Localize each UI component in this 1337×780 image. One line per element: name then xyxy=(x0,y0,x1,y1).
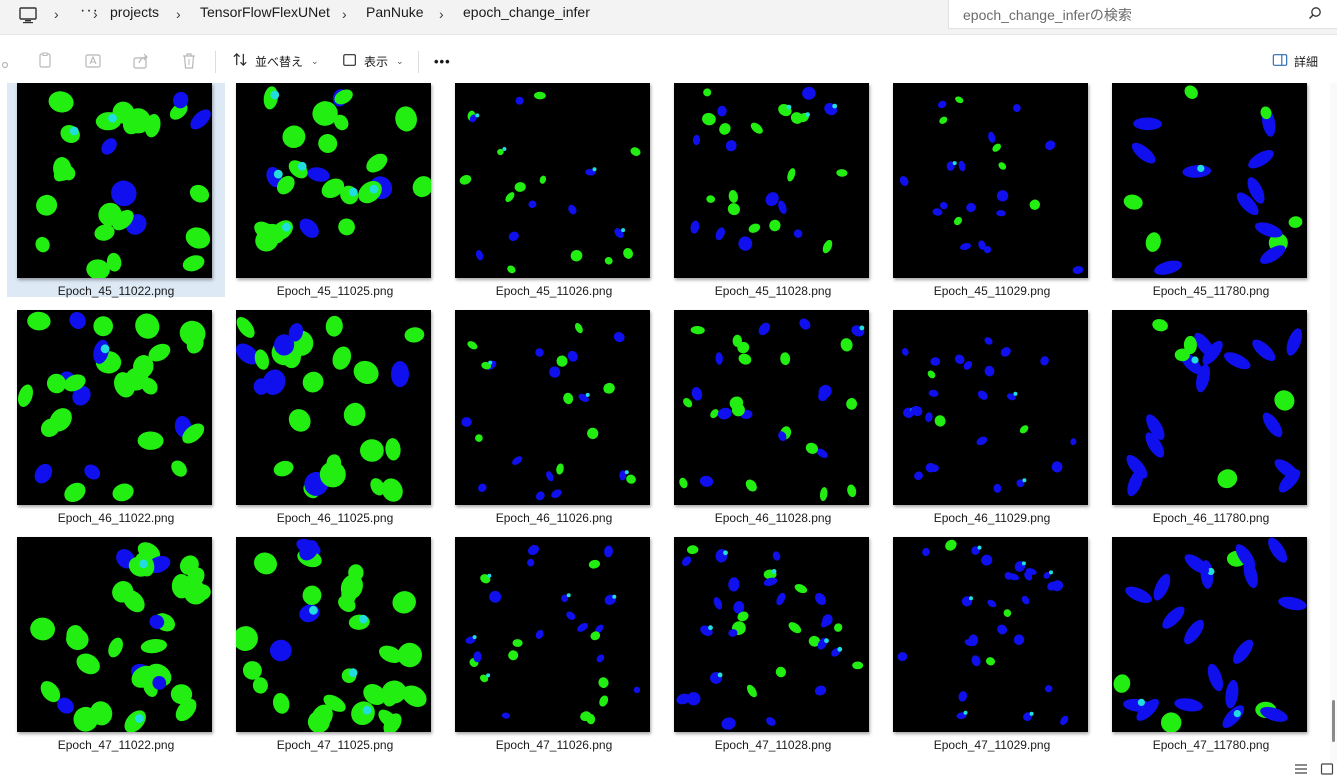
file-name-label: Epoch_45_11780.png xyxy=(1152,284,1270,298)
file-name-label: Epoch_47_11029.png xyxy=(933,738,1051,752)
image-thumbnail xyxy=(893,310,1088,505)
file-tile[interactable]: Epoch_45_11028.png xyxy=(664,83,882,298)
file-name-label: Epoch_47_11026.png xyxy=(495,738,613,752)
copy-icon[interactable] xyxy=(36,52,54,70)
image-thumbnail xyxy=(893,537,1088,732)
file-name-label: Epoch_45_11029.png xyxy=(933,284,1051,298)
scrollbar-thumb[interactable] xyxy=(1332,700,1335,742)
image-thumbnail xyxy=(455,83,650,278)
details-label: 詳細 xyxy=(1294,54,1319,69)
file-name-label: Epoch_46_11025.png xyxy=(276,511,394,525)
share-icon[interactable] xyxy=(132,52,150,70)
file-tile[interactable]: Epoch_47_11029.png xyxy=(883,530,1101,752)
file-name-label: Epoch_46_11028.png xyxy=(714,511,832,525)
view-label: 表示 xyxy=(364,54,389,69)
file-name-label: Epoch_47_11022.png xyxy=(57,738,175,752)
file-name-label: Epoch_46_11029.png xyxy=(933,511,1051,525)
chevron-right-icon[interactable]: › xyxy=(342,6,347,22)
breadcrumb-pannuke[interactable]: PanNuke xyxy=(366,4,424,20)
file-name-label: Epoch_45_11025.png xyxy=(276,284,394,298)
image-thumbnail xyxy=(1112,537,1307,732)
file-tile[interactable]: Epoch_47_11026.png xyxy=(445,530,663,752)
chevron-right-icon[interactable]: › xyxy=(176,6,181,22)
file-name-label: Epoch_45_11026.png xyxy=(495,284,613,298)
image-thumbnail xyxy=(17,83,212,278)
file-grid: Epoch_45_11022.png Epoch_45_11025.png Epoc… xyxy=(0,83,1330,776)
breadcrumb-projects[interactable]: projects xyxy=(110,4,160,20)
command-bar: 並べ替え ⌄ 表示 ⌄ ••• 詳細 xyxy=(0,35,1337,83)
search-icon[interactable] xyxy=(1308,6,1322,20)
image-thumbnail xyxy=(236,537,431,732)
file-tile[interactable]: Epoch_45_11780.png xyxy=(1102,83,1320,298)
search-input[interactable] xyxy=(961,4,1305,26)
file-tile[interactable]: Epoch_46_11022.png xyxy=(7,303,225,525)
file-name-label: Epoch_47_11028.png xyxy=(714,738,832,752)
details-view-icon[interactable] xyxy=(1294,762,1308,774)
file-name-label: Epoch_46_11026.png xyxy=(495,511,613,525)
search-box[interactable] xyxy=(948,0,1337,29)
image-thumbnail xyxy=(893,83,1088,278)
file-tile[interactable]: Epoch_47_11022.png xyxy=(7,530,225,752)
file-tile[interactable]: Epoch_45_11022.png xyxy=(7,83,225,298)
file-tile[interactable]: Epoch_47_11025.png xyxy=(226,530,444,752)
chevron-down-icon: ⌄ xyxy=(311,55,319,66)
large-icons-view-icon[interactable] xyxy=(1320,762,1334,775)
details-pane-icon xyxy=(1272,52,1288,71)
file-tile[interactable]: Epoch_46_11026.png xyxy=(445,303,663,525)
sort-label: 並べ替え xyxy=(255,54,304,69)
breadcrumb-overflow-button[interactable]: ··· xyxy=(80,2,99,19)
file-name-label: Epoch_45_11028.png xyxy=(714,284,832,298)
vertical-scrollbar[interactable] xyxy=(1330,83,1337,763)
delete-icon[interactable] xyxy=(180,52,198,70)
image-thumbnail xyxy=(1112,310,1307,505)
image-thumbnail xyxy=(674,310,869,505)
toolbar-divider xyxy=(215,51,216,73)
file-tile[interactable]: Epoch_47_11028.png xyxy=(664,530,882,752)
view-button[interactable]: 表示 ⌄ xyxy=(342,49,404,73)
file-tile[interactable]: Epoch_46_11029.png xyxy=(883,303,1101,525)
address-bar: › ··· › projects › TensorFlowFlexUNet › … xyxy=(0,0,1337,35)
file-tile[interactable]: Epoch_47_11780.png xyxy=(1102,530,1320,752)
more-options-button[interactable]: ••• xyxy=(434,49,451,73)
image-thumbnail xyxy=(455,310,650,505)
chevron-right-icon[interactable]: › xyxy=(93,6,98,22)
chevron-down-icon: ⌄ xyxy=(396,55,404,66)
details-pane-button[interactable]: 詳細 xyxy=(1272,49,1318,73)
file-tile[interactable]: Epoch_46_11025.png xyxy=(226,303,444,525)
breadcrumb-tensorflowflexunet[interactable]: TensorFlowFlexUNet xyxy=(200,4,330,20)
image-thumbnail xyxy=(674,537,869,732)
file-name-label: Epoch_47_11780.png xyxy=(1152,738,1270,752)
chevron-right-icon[interactable]: › xyxy=(439,6,444,22)
sort-icon xyxy=(232,51,249,71)
image-thumbnail xyxy=(17,310,212,505)
file-tile[interactable]: Epoch_45_11025.png xyxy=(226,83,444,298)
file-tile[interactable]: Epoch_45_11026.png xyxy=(445,83,663,298)
breadcrumb-epoch-change-infer[interactable]: epoch_change_infer xyxy=(463,4,590,20)
image-thumbnail xyxy=(236,310,431,505)
sort-button[interactable]: 並べ替え ⌄ xyxy=(232,49,319,73)
view-icon xyxy=(342,52,358,71)
file-name-label: Epoch_46_11780.png xyxy=(1152,511,1270,525)
more-label: ••• xyxy=(434,53,451,69)
this-pc-icon[interactable] xyxy=(18,5,38,25)
file-name-label: Epoch_46_11022.png xyxy=(57,511,175,525)
image-thumbnail xyxy=(236,83,431,278)
file-name-label: Epoch_45_11022.png xyxy=(57,284,175,298)
file-tile[interactable]: Epoch_45_11029.png xyxy=(883,83,1101,298)
file-tile[interactable]: Epoch_46_11028.png xyxy=(664,303,882,525)
image-thumbnail xyxy=(455,537,650,732)
image-thumbnail xyxy=(1112,83,1307,278)
image-thumbnail xyxy=(17,537,212,732)
toolbar-divider xyxy=(418,51,419,73)
chevron-right-icon[interactable]: › xyxy=(54,6,59,22)
file-name-label: Epoch_47_11025.png xyxy=(276,738,394,752)
image-thumbnail xyxy=(674,83,869,278)
file-tile[interactable]: Epoch_46_11780.png xyxy=(1102,303,1320,525)
rename-icon[interactable] xyxy=(84,52,102,70)
cut-icon[interactable] xyxy=(0,52,10,70)
